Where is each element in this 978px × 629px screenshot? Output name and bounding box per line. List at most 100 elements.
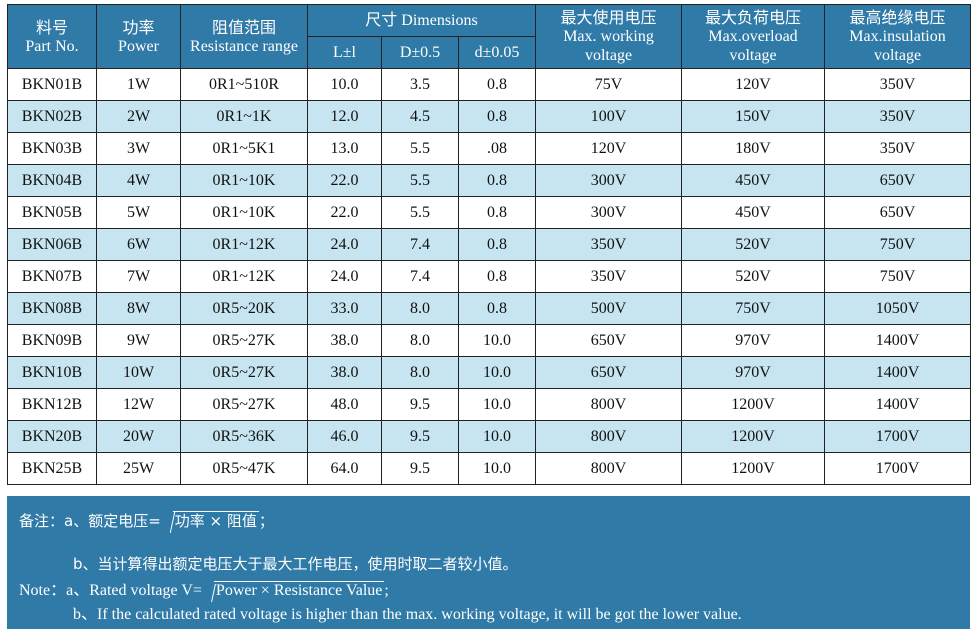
cell-max-insulation-voltage: 1050V <box>824 292 972 325</box>
cell-lead-diameter: 10.0 <box>457 388 537 421</box>
cell-part-no: BKN08B <box>7 292 97 325</box>
cell-diameter: 3.5 <box>381 68 459 101</box>
table-row: BKN25B 25W 0R5~47K 64.0 9.5 10.0 800V 1200V 1700… <box>7 452 972 485</box>
header-part-no: 料号 Part No. <box>7 4 97 69</box>
cell-diameter: 4.5 <box>381 100 459 133</box>
cell-length: 12.0 <box>307 100 382 133</box>
cell-max-working-voltage: 800V <box>535 420 683 453</box>
cell-max-insulation-voltage: 1400V <box>824 388 972 421</box>
header-power: 功率 Power <box>96 4 181 69</box>
cell-part-no: BKN12B <box>7 388 97 421</box>
cell-diameter: 8.0 <box>381 324 459 357</box>
cell-part-no: BKN01B <box>7 68 97 101</box>
cell-max-insulation-voltage: 1400V <box>824 324 972 357</box>
cell-power: 20W <box>96 420 181 453</box>
cell-part-no: BKN06B <box>7 228 97 261</box>
table-row: BKN12B 12W 0R5~27K 48.0 9.5 10.0 800V 1200V 1400… <box>7 388 972 421</box>
cell-max-working-voltage: 650V <box>535 324 683 357</box>
cell-max-overload-voltage: 120V <box>681 68 826 101</box>
cell-max-working-voltage: 300V <box>535 164 683 197</box>
table-row: BKN03B 3W 0R1~5K1 13.0 5.5.08 120V 180V 350V <box>7 132 972 165</box>
cell-length: 64.0 <box>307 452 382 485</box>
cell-length: 22.0 <box>307 164 382 197</box>
cell-max-insulation-voltage: 350V <box>824 100 972 133</box>
cell-max-overload-voltage: 450V <box>681 164 826 197</box>
sqrt-symbol: 功率 × 阻值 <box>163 510 259 531</box>
cell-length: 38.0 <box>307 356 382 389</box>
cell-diameter: 9.5 <box>381 452 459 485</box>
cell-part-no: BKN02B <box>7 100 97 133</box>
header-max-working-voltage: 最大使用电压 Max. working voltage <box>535 4 683 69</box>
table-row: BKN10B 10W 0R5~27K 38.0 8.0 10.0 650V 970V 1400V <box>7 356 972 389</box>
cell-length: 24.0 <box>307 228 382 261</box>
cell-power: 12W <box>96 388 181 421</box>
cell-diameter: 7.4 <box>381 260 459 293</box>
table-row: BKN09B 9W 0R5~27K 38.0 8.0 10.0 650V 970V 1400V <box>7 324 972 357</box>
cell-diameter: 5.5 <box>381 132 459 165</box>
cell-resistance-range: 0R5~36K <box>180 420 308 453</box>
cell-diameter: 8.0 <box>381 356 459 389</box>
note-en-a: Note：a、Rated voltage V= Power × Resistanc… <box>19 581 389 599</box>
cell-lead-diameter: 0.8 <box>457 68 537 101</box>
cell-resistance-range: 0R5~47K <box>180 452 308 485</box>
cell-resistance-range: 0R1~10K <box>180 196 308 229</box>
cell-length: 22.0 <box>307 196 382 229</box>
cell-power: 25W <box>96 452 181 485</box>
header-dim-diameter: D±0.5 <box>381 36 459 69</box>
cell-lead-diameter: 0.8 <box>457 292 537 325</box>
cell-lead-diameter: .08 <box>457 132 537 165</box>
cell-max-insulation-voltage: 650V <box>824 164 972 197</box>
cell-max-overload-voltage: 1200V <box>681 452 826 485</box>
cell-max-working-voltage: 800V <box>535 388 683 421</box>
cell-max-overload-voltage: 750V <box>681 292 826 325</box>
cell-max-working-voltage: 650V <box>535 356 683 389</box>
cell-part-no: BKN25B <box>7 452 97 485</box>
cell-lead-diameter: 10.0 <box>457 324 537 357</box>
table-row: BKN02B 2W 0R1~1K 12.0 4.5 0.8 100V 150V 350V <box>7 100 972 133</box>
cell-part-no: BKN05B <box>7 196 97 229</box>
cell-resistance-range: 0R5~27K <box>180 324 308 357</box>
header-resistance-range: 阻值范围 Resistance range <box>180 4 308 69</box>
cell-power: 7W <box>96 260 181 293</box>
table-row: BKN08B 8W 0R5~20K 33.0 8.0 0.8 500V 750V 1050V <box>7 292 972 325</box>
cell-power: 2W <box>96 100 181 133</box>
cell-max-insulation-voltage: 750V <box>824 228 972 261</box>
cell-lead-diameter: 0.8 <box>457 100 537 133</box>
cell-max-working-voltage: 800V <box>535 452 683 485</box>
cell-part-no: BKN03B <box>7 132 97 165</box>
cell-max-insulation-voltage: 350V <box>824 68 972 101</box>
cell-diameter: 5.5 <box>381 196 459 229</box>
header-dimensions: 尺寸 Dimensions <box>306 4 537 37</box>
table-row: BKN07B 7W 0R1~12K 24.0 7.4 0.8 350V 520V 750V <box>7 260 972 293</box>
spec-table: 料号 Part No. 功率 Power 阻值范围 Resistance ran… <box>7 4 972 485</box>
cell-max-working-voltage: 500V <box>535 292 683 325</box>
cell-max-working-voltage: 350V <box>535 228 683 261</box>
cell-resistance-range: 0R1~10K <box>180 164 308 197</box>
cell-power: 8W <box>96 292 181 325</box>
cell-part-no: BKN09B <box>7 324 97 357</box>
cell-power: 5W <box>96 196 181 229</box>
cell-max-insulation-voltage: 750V <box>824 260 972 293</box>
cell-power: 1W <box>96 68 181 101</box>
header-dim-lead-diameter: d±0.05 <box>457 36 537 69</box>
cell-max-overload-voltage: 450V <box>681 196 826 229</box>
cell-length: 38.0 <box>307 324 382 357</box>
cell-max-insulation-voltage: 650V <box>824 196 972 229</box>
cell-length: 48.0 <box>307 388 382 421</box>
cell-lead-diameter: 10.0 <box>457 420 537 453</box>
cell-resistance-range: 0R1~12K <box>180 228 308 261</box>
table-row: BKN01B 1W 0R1~510R 10.0 3.5 0.8 75V 120V 350V <box>7 68 972 101</box>
cell-lead-diameter: 10.0 <box>457 452 537 485</box>
cell-max-working-voltage: 300V <box>535 196 683 229</box>
cell-diameter: 9.5 <box>381 420 459 453</box>
cell-max-working-voltage: 350V <box>535 260 683 293</box>
cell-length: 24.0 <box>307 260 382 293</box>
cell-length: 33.0 <box>307 292 382 325</box>
cell-length: 46.0 <box>307 420 382 453</box>
cell-power: 4W <box>96 164 181 197</box>
cell-max-overload-voltage: 520V <box>681 260 826 293</box>
note-cn-a: 备注：a、额定电压= 功率 × 阻值； <box>19 510 274 531</box>
header-max-overload-voltage: 最大负荷电压 Max.overload voltage <box>681 4 826 69</box>
cell-resistance-range: 0R1~510R <box>180 68 308 101</box>
cell-max-insulation-voltage: 1700V <box>824 452 972 485</box>
